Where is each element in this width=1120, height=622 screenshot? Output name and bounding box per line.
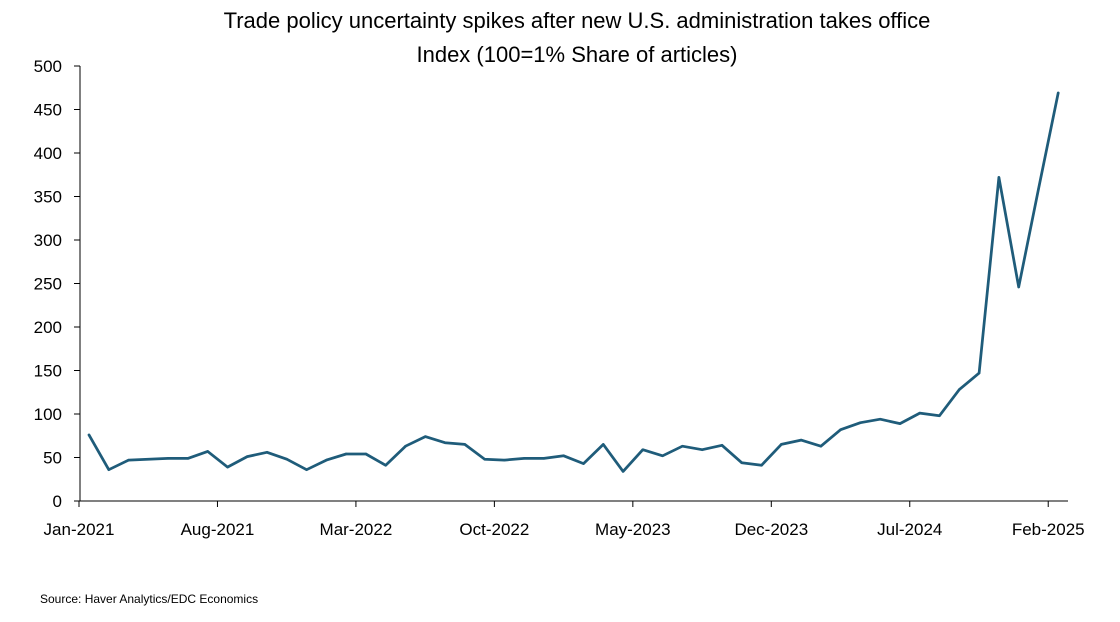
chart-title: Trade policy uncertainty spikes after ne… <box>224 8 931 33</box>
y-tick-label: 50 <box>43 449 62 468</box>
data-point <box>879 418 882 421</box>
data-point <box>958 388 961 391</box>
axes: 0 50 100 150 200 250 300 350 400 450 500 Jan-2021 Au… <box>34 57 1085 539</box>
data-point <box>344 452 348 456</box>
x-tick-label: Mar-2022 <box>320 520 393 539</box>
data-point <box>246 455 249 458</box>
data-point <box>166 457 170 460</box>
y-tick-label: 350 <box>34 188 62 207</box>
data-point <box>483 458 486 461</box>
data-point <box>424 435 427 438</box>
data-point <box>701 448 704 451</box>
data-point <box>542 457 546 460</box>
data-point <box>839 428 842 431</box>
data-point <box>443 441 447 444</box>
data-point <box>265 451 269 454</box>
data-point <box>107 468 111 471</box>
data-point <box>404 445 407 448</box>
y-tick-label: 250 <box>34 275 62 294</box>
y-tick-label: 200 <box>34 318 62 337</box>
y-tick-label: 100 <box>34 405 62 424</box>
data-point <box>285 458 288 461</box>
data-point <box>780 443 783 446</box>
data-point <box>602 443 605 446</box>
data-point <box>1057 91 1060 95</box>
data-point <box>503 458 506 462</box>
data-point <box>226 465 229 469</box>
x-tick-label: Feb-2025 <box>1012 520 1085 539</box>
series-layer <box>87 91 1060 473</box>
series-line <box>87 91 1060 473</box>
data-point <box>305 468 308 471</box>
data-point <box>384 464 387 467</box>
data-point <box>186 457 190 460</box>
x-tick-label: Dec-2023 <box>734 520 808 539</box>
data-point <box>523 457 526 460</box>
x-tick-label: Aug-2021 <box>181 520 255 539</box>
y-tick-label: 500 <box>34 57 62 76</box>
source-note: Source: Haver Analytics/EDC Economics <box>40 592 258 606</box>
data-point <box>206 450 209 453</box>
data-point <box>87 433 91 437</box>
x-tick-label: Jan-2021 <box>44 520 115 539</box>
data-point <box>661 454 664 457</box>
y-tick-label: 0 <box>53 492 62 511</box>
data-point <box>641 448 644 451</box>
data-point <box>562 454 565 457</box>
data-point <box>799 438 803 442</box>
data-point <box>819 445 823 448</box>
data-point <box>997 176 1001 179</box>
data-point <box>364 452 368 456</box>
x-tick-label: May-2023 <box>595 520 671 539</box>
data-point <box>621 470 625 473</box>
chart-subtitle: Index (100=1% Share of articles) <box>416 42 737 67</box>
data-point <box>760 464 763 467</box>
y-tick-label: 400 <box>34 144 62 163</box>
data-point <box>463 443 466 446</box>
data-point <box>859 421 862 424</box>
data-point <box>1037 188 1040 191</box>
data-point <box>898 422 902 425</box>
data-point <box>720 444 724 447</box>
data-point <box>147 458 150 461</box>
x-tick-label: Jul-2024 <box>877 520 942 539</box>
data-point <box>582 462 585 465</box>
data-point <box>1017 285 1020 289</box>
data-point <box>938 414 941 417</box>
data-point <box>127 458 130 462</box>
data-point <box>740 461 743 464</box>
data-point <box>325 458 328 462</box>
x-tick-label: Oct-2022 <box>459 520 529 539</box>
data-point <box>681 445 684 448</box>
y-tick-label: 300 <box>34 231 62 250</box>
data-point <box>918 411 921 415</box>
y-tick-label: 150 <box>34 362 62 381</box>
data-point <box>977 371 981 375</box>
y-tick-label: 450 <box>34 101 62 120</box>
